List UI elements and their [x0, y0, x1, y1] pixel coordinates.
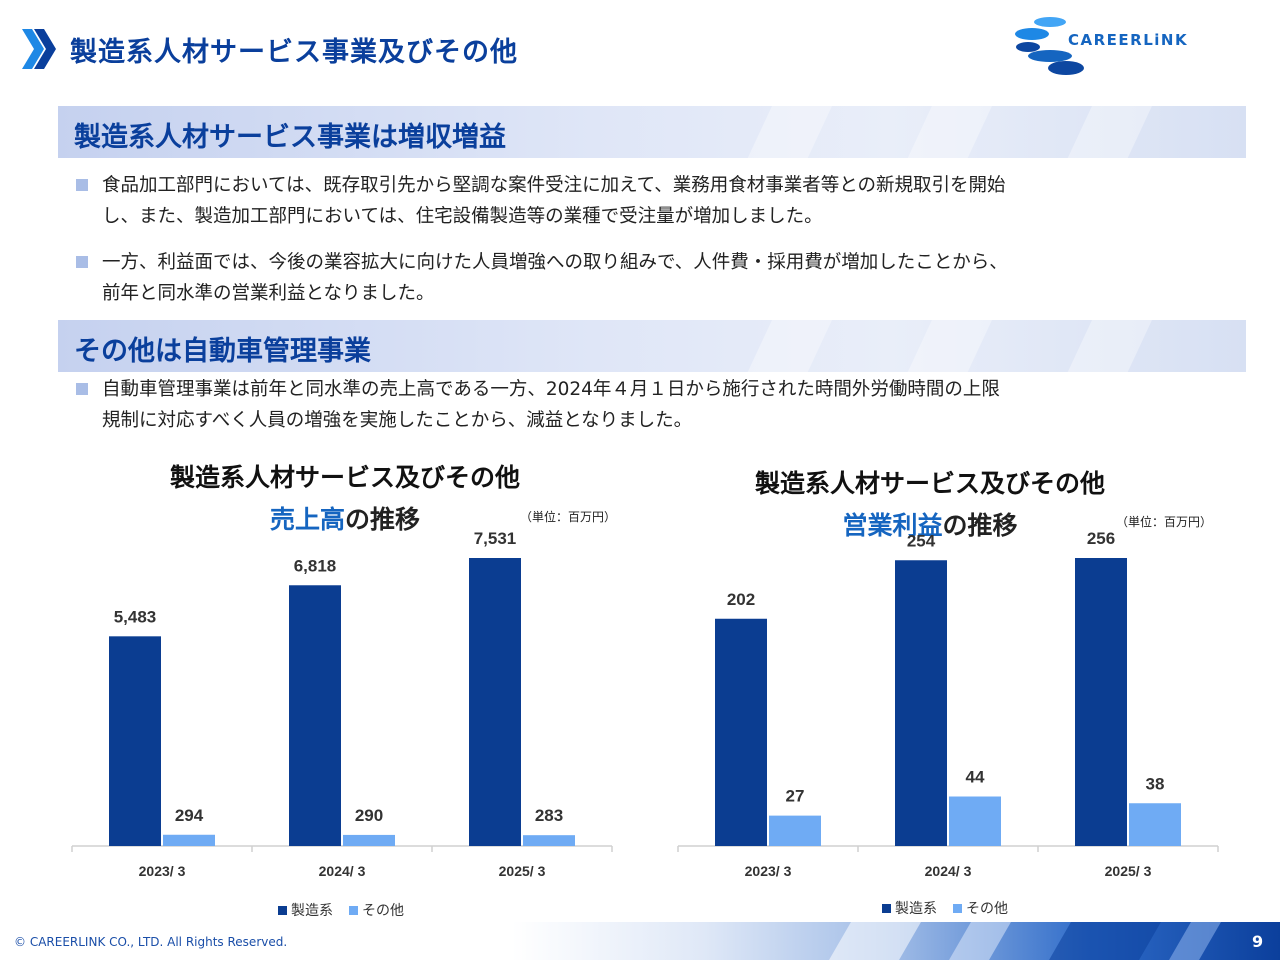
chart-subtitle: 営業利益の推移: [720, 506, 1140, 542]
chart-subtitle: 売上高の推移: [140, 500, 550, 536]
data-label: 256: [1087, 529, 1115, 548]
bullet-square-icon: [76, 256, 88, 268]
bar-main-series: [715, 618, 767, 846]
bullet-square-icon: [76, 383, 88, 395]
x-tick-label: 2025/ 3: [1105, 863, 1152, 879]
page-title: 製造系人材サービス事業及びその他: [70, 36, 518, 68]
section-band-2: その他は自動車管理事業: [58, 320, 1246, 372]
legend-swatch-main: [278, 905, 287, 915]
x-tick-label: 2024/ 3: [925, 863, 972, 879]
logo-mark-icon: [1015, 17, 1084, 75]
sales-bar-chart: 5,483 294 2023/ 3 6,818 290 2024/ 3 7,531 283 20…: [71, 529, 613, 879]
chart-title: 製造系人材サービス及びその他: [754, 469, 1105, 498]
bullet-item: 食品加工部門においては、既存取引先から堅調な案件受注に加えて、業務用食材事業者等…: [76, 170, 1246, 232]
footer-band: [0, 922, 1280, 960]
legend-swatch-main: [882, 903, 891, 913]
section-title: その他は自動車管理事業: [74, 336, 371, 367]
chevron-right-icon: [22, 29, 56, 69]
data-label: 6,818: [294, 556, 337, 575]
x-tick-label: 2025/ 3: [499, 863, 546, 879]
bar-main-series: [289, 585, 341, 846]
unit-label: （単位：百万円）: [520, 510, 617, 524]
data-label: 283: [535, 806, 563, 825]
data-label: 38: [1146, 774, 1165, 793]
bar-main-series: [895, 560, 947, 846]
header: 製造系人材サービス事業及びその他: [22, 26, 518, 72]
data-label: 5,483: [114, 607, 157, 626]
chart-legend: 製造系 その他: [882, 898, 1024, 918]
x-tick-label: 2023/ 3: [139, 863, 186, 879]
bullet-text: し、また、製造加工部門においては、住宅設備製造等の業種で受注量が増加しました。: [102, 206, 823, 227]
bar-other-series: [163, 834, 215, 846]
x-tick-label: 2024/ 3: [319, 863, 366, 879]
bar-main-series: [109, 636, 161, 846]
data-label: 294: [175, 806, 204, 825]
section-band-1: 製造系人材サービス事業は増収増益: [58, 106, 1246, 158]
chart-subtitle-highlight: 営業利益: [842, 511, 943, 540]
bullet-text: 一方、利益面では、今後の業容拡大に向けた人員増強への取り組みで、人件費・採用費が…: [102, 252, 1008, 273]
legend-label: 製造系: [895, 901, 937, 917]
chart-subtitle-rest: の推移: [942, 511, 1018, 540]
bar-other-series: [949, 796, 1001, 846]
chart-title: 製造系人材サービス及びその他: [169, 463, 520, 492]
bullet-text: 食品加工部門においては、既存取引先から堅調な案件受注に加えて、業務用食材事業者等…: [102, 175, 1006, 196]
bar-other-series: [343, 834, 395, 846]
bullet-text: 前年と同水準の営業利益となりました。: [102, 283, 435, 304]
bar-main-series: [1075, 558, 1127, 846]
bar-other-series: [523, 835, 575, 846]
bullet-text: 規制に対応すべく人員の増強を実施したことから、減益となりました。: [102, 410, 693, 431]
data-label: 254: [907, 531, 936, 550]
data-label: 27: [786, 787, 805, 806]
chart-subtitle-highlight: 売上高: [269, 505, 345, 534]
bar-other-series: [1129, 803, 1181, 846]
section-title: 製造系人材サービス事業は増収増益: [74, 122, 506, 153]
legend-label: 製造系: [291, 903, 333, 919]
bullet-item: 自動車管理事業は前年と同水準の売上高である一方、2024年４月１日から施行された…: [76, 374, 1246, 436]
legend-swatch-other: [953, 903, 962, 913]
x-tick-label: 2023/ 3: [745, 863, 792, 879]
chart-subtitle-rest: の推移: [345, 505, 421, 534]
page-number: 9: [1252, 932, 1264, 951]
chart-legend: 製造系 その他: [278, 900, 420, 920]
legend-swatch-other: [349, 905, 358, 915]
bar-main-series: [469, 558, 521, 846]
data-label: 44: [966, 768, 985, 787]
legend-label: その他: [362, 903, 404, 919]
data-label: 7,531: [474, 529, 517, 548]
bar-other-series: [769, 815, 821, 846]
copyright-text: © CAREERLINK CO., LTD. All Rights Reserv…: [14, 935, 288, 949]
data-label: 290: [355, 806, 383, 825]
logo-text: CAREERLiNK: [1068, 31, 1189, 49]
bullet-square-icon: [76, 179, 88, 191]
bullet-item: 一方、利益面では、今後の業容拡大に向けた人員増強への取り組みで、人件費・採用費が…: [76, 247, 1246, 309]
bullet-text: 自動車管理事業は前年と同水準の売上高である一方、2024年４月１日から施行された…: [102, 379, 1000, 400]
careerlink-logo: CAREERLiNK: [1010, 14, 1230, 80]
operating-profit-bar-chart: 202 27 2023/ 3 254 44 2024/ 3 256 38 2025/ 3: [677, 529, 1219, 879]
data-label: 202: [727, 590, 755, 609]
legend-label: その他: [966, 901, 1008, 917]
unit-label: （単位：百万円）: [1116, 515, 1213, 529]
